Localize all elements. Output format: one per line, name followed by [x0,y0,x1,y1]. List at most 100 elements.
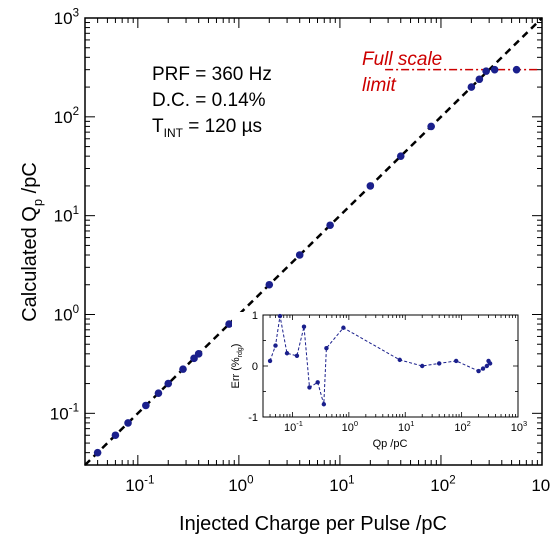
data-point [482,67,490,75]
data-point [154,389,163,397]
inset-y-tick-label: 0 [252,361,258,373]
y-tick-label-base: 10 [54,207,73,226]
data-point [475,75,484,84]
x-tick-label-exp: -1 [144,474,154,486]
inset-x-tick-label-base: 10 [342,422,354,434]
x-tick-label: 103 [531,474,550,495]
y-tick-label-base: 10 [54,305,73,324]
x-tick-label-exp: 0 [247,474,253,486]
y-axis-label: Calculated Qp /pC [19,162,45,322]
tint-main: T [152,116,164,137]
data-point [93,448,102,457]
inset-background [232,312,530,432]
data-point [490,65,499,74]
x-tick-label-exp: 1 [348,474,354,486]
y-axis-label-sub: p [30,199,45,206]
inset-data-point [321,402,327,407]
inset-data-points [267,313,493,407]
x-tick-label: 100 [228,474,253,495]
x-tick-label-base: 10 [228,476,247,495]
inset-data-point [397,357,402,363]
inset-data-point [436,361,442,366]
inset-tick-labels: 10-1 100 101 102 103-101 [248,310,527,434]
inset-y-label-main: Err (% [230,357,242,388]
inset-data-point [307,385,312,390]
data-point [427,122,435,131]
data-point [366,182,375,190]
data-point [396,152,405,160]
y-tick-label: 101 [54,205,79,226]
data-point [225,320,233,328]
full-scale-label-line2: limit [362,75,396,96]
inset-x-tick-label-base: 10 [454,422,466,434]
y-tick-label: 10-1 [50,403,79,424]
inset-axis-ticks [262,314,518,418]
inset-x-tick-label-exp: 1 [410,419,414,428]
inset-x-tick-label: 102 [454,419,470,434]
inset-y-axis-label: Err (%rdg) [230,344,244,389]
y-axis-label-main: Calculated Q [19,206,41,322]
inset-x-tick-label: 100 [342,419,358,434]
data-point [142,401,150,410]
tint-value: = 120 µs [183,116,262,137]
inset-x-tick-label: 101 [398,419,414,434]
inset-x-tick-label-base: 10 [398,422,410,434]
data-point [179,365,187,373]
inset-data-point [273,343,278,348]
inset-data-point [484,363,490,369]
prf-annotation: PRF = 360 Hz [152,64,272,85]
data-point [512,65,521,74]
inset-data-point [480,366,486,371]
inset-data-point [341,325,346,330]
data-point [124,419,132,427]
x-tick-label: 101 [329,474,354,495]
inset-data-point [487,361,493,366]
y-tick-label-exp: 2 [73,106,79,118]
y-tick-label-exp: 3 [73,7,79,19]
data-point [467,83,476,91]
main-axis-ticks [84,18,542,466]
inset-x-tick-label-exp: 3 [523,419,527,428]
y-tick-label-exp: -1 [69,403,79,415]
data-point [265,280,274,289]
y-tick-label-base: 10 [50,404,69,423]
inset-data-point [267,358,273,364]
x-tick-label-exp: 2 [449,474,455,486]
y-tick-label-base: 10 [54,9,73,28]
inset-x-tick-label-exp: 0 [354,419,358,428]
full-scale-label-line1: Full scale [362,49,442,70]
y-tick-label-exp: 1 [73,205,79,217]
inset-x-axis-label: Qp /pC [373,438,408,450]
inset-data-point [324,345,329,351]
data-point [164,379,173,388]
x-tick-label-base: 10 [430,476,449,495]
inset-data-point [315,380,320,385]
x-axis-label: Injected Charge per Pulse /pC [179,513,447,535]
x-tick-label-base: 10 [531,476,550,495]
inset-data-point [476,368,481,374]
data-point [194,350,203,358]
y-tick-label-exp: 0 [73,304,79,316]
integration-time-annotation: TINT = 120 µs [152,116,262,140]
inset-y-tick-label: -1 [248,412,258,424]
reference-line [84,17,543,466]
inset-data-point [420,363,425,369]
inset-data-point [284,351,290,356]
y-tick-label: 102 [54,106,79,127]
inset-x-tick-label: 103 [511,419,527,434]
inset-x-tick-label-exp: -1 [296,419,303,428]
x-tick-label: 10-1 [125,474,154,495]
duty-cycle-annotation: D.C. = 0.14% [152,90,266,111]
data-point [111,431,120,440]
y-tick-label: 103 [54,7,79,28]
inset-x-tick-label: 10-1 [284,419,303,434]
data-point [326,221,334,230]
inset-x-tick-label-base: 10 [511,422,523,434]
inset-y-label-end: ) [230,344,242,348]
inset-x-tick-label-base: 10 [284,422,296,434]
y-tick-label-base: 10 [54,108,73,127]
inset-data-point [453,358,459,364]
inset-data-point [294,353,300,358]
inset-x-tick-label-exp: 2 [467,419,471,428]
